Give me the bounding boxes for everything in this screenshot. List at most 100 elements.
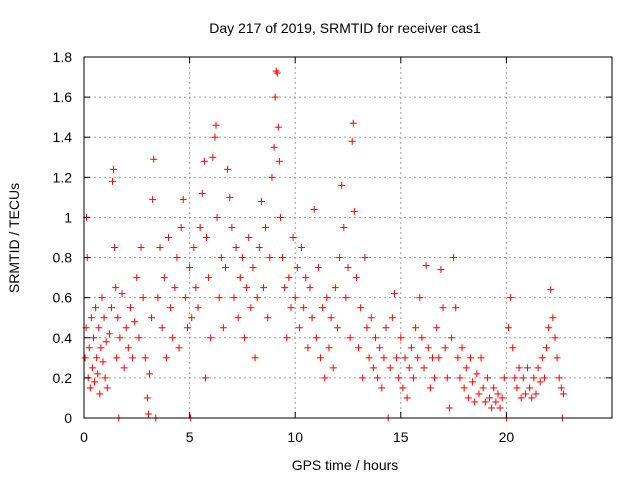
x-tick-label: 10 (287, 429, 303, 445)
data-point (270, 143, 278, 151)
data-point (528, 394, 536, 402)
data-point (431, 374, 439, 382)
data-point (433, 324, 441, 332)
chart-title: Day 217 of 2019, SRMTID for receiver cas… (209, 20, 481, 36)
data-point (350, 207, 358, 215)
data-point (107, 304, 115, 312)
data-point (492, 398, 500, 406)
data-point (103, 384, 111, 392)
data-point (361, 254, 369, 262)
data-point (526, 384, 534, 392)
data-point (340, 223, 348, 231)
data-point (281, 284, 289, 292)
data-point (120, 364, 128, 372)
data-point (532, 390, 540, 398)
data-point (262, 223, 270, 231)
data-point (557, 384, 565, 392)
data-point (378, 384, 386, 392)
data-point (399, 384, 407, 392)
data-point (247, 304, 255, 312)
data-point (287, 304, 295, 312)
data-point (407, 344, 415, 352)
data-point (412, 324, 420, 332)
data-point (486, 394, 494, 402)
data-point (342, 294, 350, 302)
data-point (319, 304, 327, 312)
data-point (90, 334, 98, 342)
data-point (524, 364, 532, 372)
data-point (553, 354, 561, 362)
data-point (317, 354, 325, 362)
data-point (139, 294, 147, 302)
data-point (346, 334, 354, 342)
grid-lines (84, 57, 612, 418)
data-point (102, 338, 110, 346)
data-point (395, 374, 403, 382)
data-point (367, 314, 375, 322)
data-point (81, 354, 89, 362)
data-point (135, 334, 143, 342)
data-point (509, 344, 517, 352)
data-point (181, 294, 189, 302)
data-point (302, 274, 310, 282)
data-point (450, 254, 458, 262)
y-axis-label: SRMTID / TECUs (6, 183, 22, 293)
data-point (175, 344, 183, 352)
data-point (349, 119, 357, 127)
data-point (177, 223, 185, 231)
x-tick-label: 0 (80, 429, 88, 445)
data-point (124, 344, 132, 352)
data-point (249, 264, 257, 272)
data-point (145, 370, 153, 378)
data-point (97, 344, 105, 352)
data-point (274, 123, 282, 131)
data-point (122, 324, 130, 332)
data-point (321, 374, 329, 382)
data-point (483, 374, 491, 382)
data-point (304, 344, 312, 352)
data-point (371, 334, 379, 342)
data-point (148, 314, 156, 322)
data-point (359, 374, 367, 382)
data-point (479, 384, 487, 392)
data-point (348, 137, 356, 145)
data-point (445, 404, 453, 412)
data-point (149, 195, 157, 203)
data-point (211, 133, 219, 141)
data-point (517, 394, 525, 402)
data-point (255, 244, 263, 252)
data-point (169, 334, 177, 342)
data-point (222, 264, 230, 272)
data-point (110, 165, 118, 173)
data-point (376, 344, 384, 352)
data-point (202, 234, 210, 241)
data-point (217, 254, 225, 262)
data-point (295, 324, 303, 332)
data-point (308, 314, 316, 322)
data-point (521, 390, 529, 398)
data-point (298, 244, 306, 252)
y-tick-label: 1.6 (53, 89, 73, 105)
data-point (310, 205, 318, 213)
data-point (500, 374, 508, 382)
data-point (257, 197, 265, 205)
data-point (92, 304, 100, 312)
data-point (488, 404, 496, 412)
data-point (156, 244, 164, 252)
data-point (428, 354, 436, 362)
data-point (224, 165, 232, 173)
data-point (86, 384, 94, 392)
x-tick-label: 15 (393, 429, 409, 445)
data-point (380, 354, 388, 362)
data-point (458, 344, 466, 352)
data-point (232, 244, 240, 252)
data-point (118, 290, 126, 298)
data-point (273, 69, 281, 77)
data-point (475, 390, 483, 398)
data-point (363, 324, 371, 332)
data-point (513, 384, 521, 392)
data-point (293, 264, 301, 272)
data-point (466, 354, 474, 362)
data-point (418, 334, 426, 342)
data-point (96, 390, 104, 398)
